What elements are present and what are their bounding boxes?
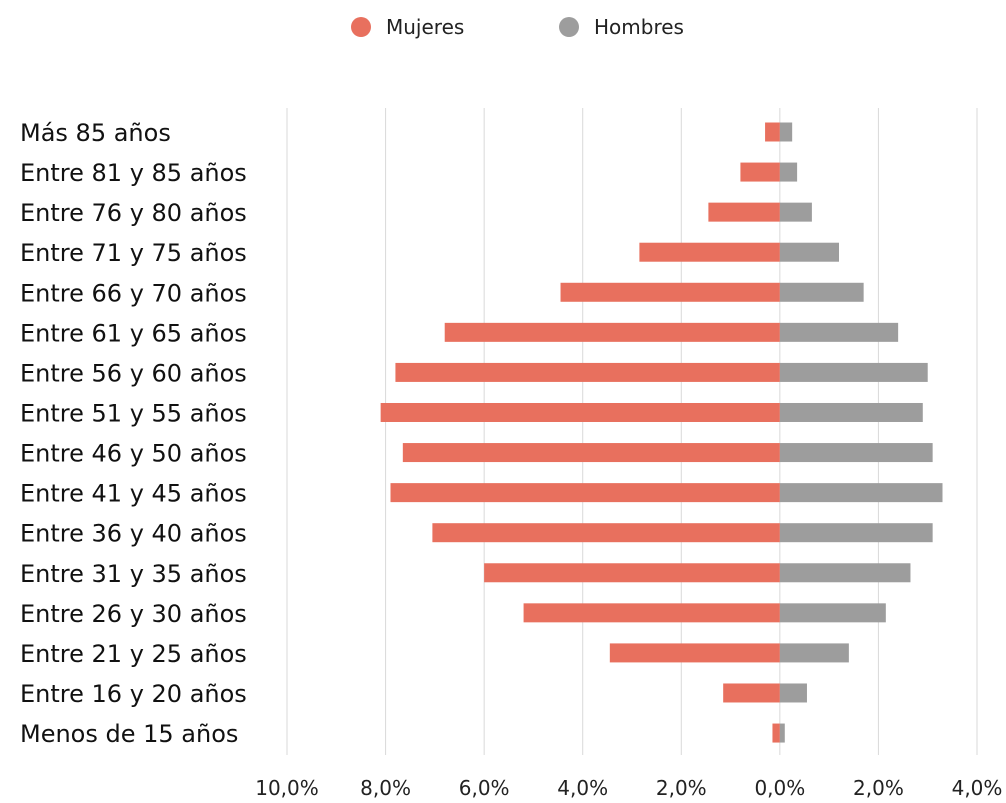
- x-tick-label: 2,0%: [853, 776, 904, 800]
- category-label: Entre 66 y 70 años: [20, 279, 247, 307]
- bar-hombres-entre-71-y-75-anos: [779, 242, 839, 262]
- bar-mujeres-menos-de-15-anos: [772, 723, 780, 743]
- category-label: Entre 56 y 60 años: [20, 359, 247, 387]
- bar-hombres-entre-81-y-85-anos: [779, 162, 798, 182]
- bar-hombres-mas-85-anos: [779, 122, 793, 142]
- x-tick-label: 10,0%: [255, 776, 319, 800]
- category-label: Entre 21 y 25 años: [20, 640, 247, 668]
- bar-mujeres-entre-21-y-25-anos: [609, 643, 780, 663]
- x-tick-label: 4,0%: [557, 776, 608, 800]
- bar-hombres-entre-66-y-70-anos: [779, 282, 864, 302]
- bar-mujeres-entre-71-y-75-anos: [639, 242, 780, 262]
- x-tick-label: 8,0%: [360, 776, 411, 800]
- category-label: Entre 76 y 80 años: [20, 199, 247, 227]
- legend: Mujeres Hombres: [351, 15, 684, 39]
- bar-hombres-entre-61-y-65-anos: [779, 322, 899, 342]
- bar-mujeres-entre-51-y-55-anos: [380, 402, 780, 422]
- category-label: Entre 41 y 45 años: [20, 480, 247, 508]
- x-axis-tick-labels: 10,0% 8,0% 6,0% 4,0% 2,0% 0,0% 2,0% 4,0%: [255, 776, 1002, 800]
- legend-swatch-hombres: [559, 17, 579, 37]
- bar-hombres-entre-51-y-55-anos: [779, 402, 923, 422]
- legend-swatch-mujeres: [351, 17, 371, 37]
- legend-label-hombres: Hombres: [594, 15, 684, 39]
- bar-hombres-entre-76-y-80-anos: [779, 202, 812, 222]
- bar-mujeres-entre-61-y-65-anos: [444, 322, 780, 342]
- category-labels: Más 85 años Entre 81 y 85 años Entre 76 y …: [20, 119, 247, 748]
- legend-item-hombres: Hombres: [559, 15, 684, 39]
- bar-hombres-entre-36-y-40-anos: [779, 523, 933, 543]
- bar-hombres-entre-46-y-50-anos: [779, 443, 933, 463]
- x-tick-label: 2,0%: [656, 776, 707, 800]
- bar-mujeres-mas-85-anos: [765, 122, 780, 142]
- bar-mujeres-entre-56-y-60-anos: [395, 362, 780, 382]
- bar-mujeres-entre-46-y-50-anos: [402, 443, 780, 463]
- bar-mujeres-entre-31-y-35-anos: [484, 563, 780, 583]
- category-label: Entre 71 y 75 años: [20, 239, 247, 267]
- category-label: Entre 16 y 20 años: [20, 680, 247, 708]
- bar-mujeres-entre-26-y-30-anos: [523, 603, 780, 623]
- legend-item-mujeres: Mujeres: [351, 15, 464, 39]
- category-label: Entre 46 y 50 años: [20, 440, 247, 468]
- bar-mujeres-entre-66-y-70-anos: [560, 282, 780, 302]
- category-label: Entre 31 y 35 años: [20, 560, 247, 588]
- category-label: Entre 81 y 85 años: [20, 159, 247, 187]
- category-label: Entre 51 y 55 años: [20, 399, 247, 427]
- bar-mujeres-entre-16-y-20-anos: [723, 683, 780, 703]
- bar-mujeres-entre-41-y-45-anos: [390, 483, 780, 503]
- bars: [380, 122, 943, 743]
- bar-hombres-entre-21-y-25-anos: [779, 643, 849, 663]
- bar-hombres-entre-16-y-20-anos: [779, 683, 807, 703]
- bar-hombres-entre-56-y-60-anos: [779, 362, 928, 382]
- category-label: Entre 26 y 30 años: [20, 600, 247, 628]
- bar-mujeres-entre-36-y-40-anos: [432, 523, 780, 543]
- category-label: Entre 61 y 65 años: [20, 319, 247, 347]
- x-tick-label: 6,0%: [459, 776, 510, 800]
- bar-mujeres-entre-76-y-80-anos: [708, 202, 780, 222]
- bar-mujeres-entre-81-y-85-anos: [740, 162, 780, 182]
- bar-hombres-entre-31-y-35-anos: [779, 563, 911, 583]
- bar-hombres-menos-de-15-anos: [779, 723, 785, 743]
- bar-hombres-entre-41-y-45-anos: [779, 483, 943, 503]
- x-tick-label: 4,0%: [952, 776, 1003, 800]
- category-label: Más 85 años: [20, 119, 171, 147]
- category-label: Menos de 15 años: [20, 720, 238, 748]
- x-tick-label: 0,0%: [754, 776, 805, 800]
- bar-hombres-entre-26-y-30-anos: [779, 603, 886, 623]
- legend-label-mujeres: Mujeres: [386, 15, 464, 39]
- category-label: Entre 36 y 40 años: [20, 520, 247, 548]
